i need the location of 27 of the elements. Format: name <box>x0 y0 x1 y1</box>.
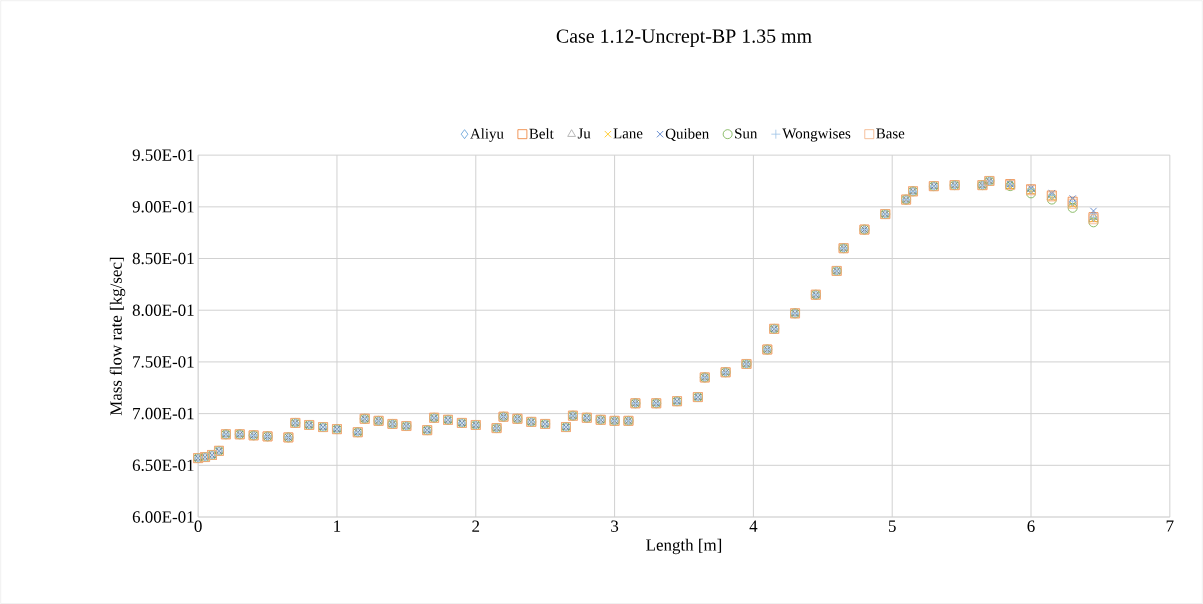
x-tick-label: 5 <box>888 520 896 532</box>
legend-label: Quiben <box>665 128 709 141</box>
y-tick-label: 9.50E-01 <box>132 149 194 161</box>
x-axis-title: Length [m] <box>646 538 722 555</box>
legend-label: Wongwises <box>782 128 851 142</box>
y-axis-title: Mass flow rate [kg/sec] <box>109 257 126 416</box>
y-tick-label: 6.00E-01 <box>132 511 194 523</box>
legend-label: Aliyu <box>470 128 504 142</box>
x-tick-label: 7 <box>1166 520 1174 532</box>
y-tick-label: 8.00E-01 <box>132 304 194 316</box>
y-tick-label: 8.50E-01 <box>132 252 194 265</box>
chart-title: Case 1.12-Uncrept-BP 1.35 mm <box>556 29 812 47</box>
x-tick-label: 2 <box>472 520 480 532</box>
legend-label: Belt <box>529 128 554 139</box>
x-tick-label: 3 <box>611 520 619 532</box>
x-tick-label: 1 <box>334 520 341 532</box>
y-tick-label: 7.00E-01 <box>133 407 194 420</box>
x-tick-label: 4 <box>749 520 758 532</box>
y-tick-label: 9.00E-01 <box>132 200 194 213</box>
legend-label: Sun <box>735 128 758 139</box>
y-tick-label: 6.50E-01 <box>132 459 194 471</box>
legend-label: Lane <box>613 128 643 139</box>
legend-label: Base <box>876 128 905 139</box>
x-tick-label: 6 <box>1027 520 1035 532</box>
x-tick-label: 0 <box>194 520 202 532</box>
legend-label: Ju <box>577 128 591 139</box>
y-tick-label: 7.50E-01 <box>133 356 194 368</box>
